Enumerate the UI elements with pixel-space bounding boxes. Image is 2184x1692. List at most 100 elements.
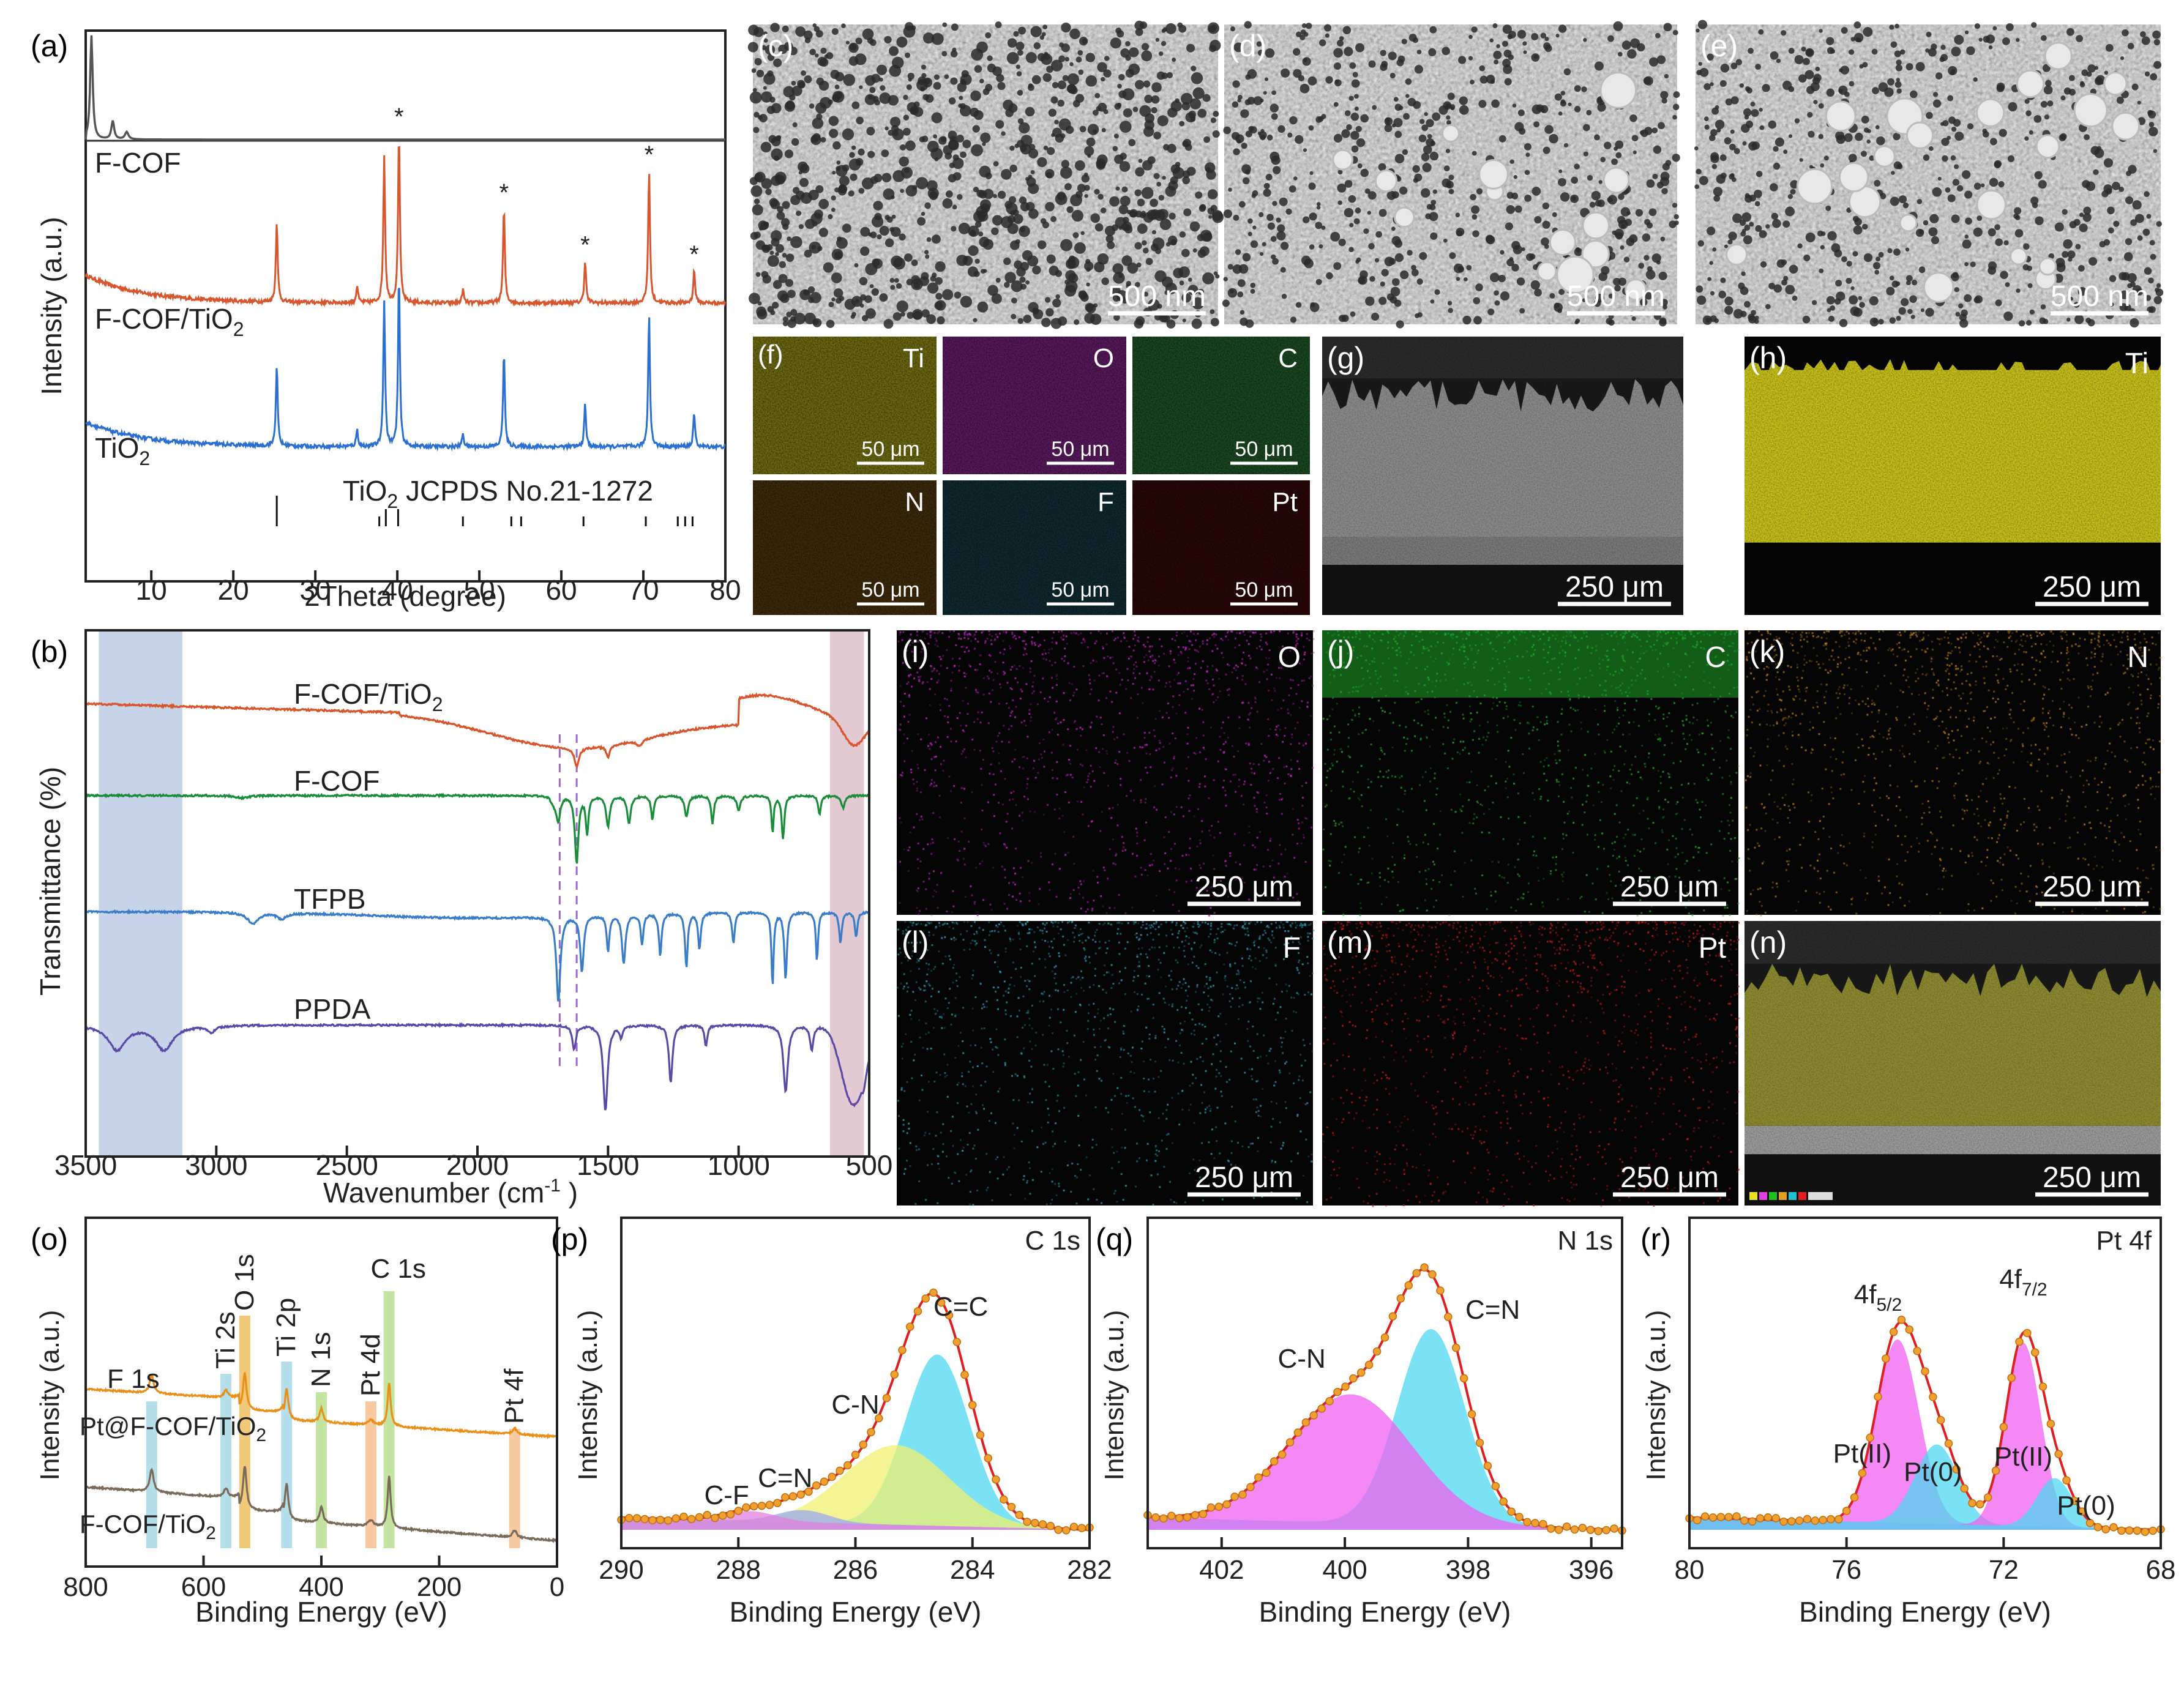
element-map-dot (932, 895, 935, 898)
element-map-dot (1407, 840, 1410, 843)
element-map-dot (1180, 806, 1183, 808)
element-map-dot (1199, 751, 1202, 753)
xrd-tick-label: 40 (382, 574, 413, 606)
sem-pore (874, 99, 881, 106)
sem-pore (2153, 149, 2158, 154)
element-map-dot (1010, 712, 1012, 714)
micrograph-map-c: 50 μmC (1132, 337, 1310, 474)
element-map-dot (1297, 900, 1300, 903)
element-label: F (1098, 487, 1114, 517)
sem-pore (1463, 277, 1468, 281)
element-map-dot (1201, 830, 1203, 833)
sem-pore (1733, 147, 1740, 155)
sem-pore (1541, 237, 1549, 246)
sem-pore (1300, 34, 1306, 40)
element-map-dot (1051, 677, 1053, 679)
element-map-dot (1123, 733, 1125, 736)
element-map-dot (963, 675, 966, 677)
sem-pore (1079, 37, 1088, 46)
sem-pore (1740, 124, 1750, 133)
sem-pore (1309, 244, 1315, 250)
element-map-dot (1120, 784, 1122, 786)
sem-pore (1368, 60, 1376, 68)
sem-pore (1042, 221, 1049, 229)
sem-pore (1094, 188, 1100, 195)
sem-pore (1878, 319, 1884, 325)
sem-pore (1549, 293, 1555, 299)
element-map-dot (1243, 803, 1245, 806)
sem-pore (1097, 253, 1109, 265)
element-map-dot (1629, 768, 1631, 770)
sem-pore (911, 275, 920, 285)
sem-pore (1262, 242, 1266, 247)
element-map-dot (1060, 636, 1063, 639)
sem-pore (1600, 157, 1606, 163)
element-map-dot (1494, 890, 1497, 893)
sem-pore (1167, 144, 1176, 154)
element-map-dot (1109, 907, 1111, 909)
sem-pore (1805, 48, 1814, 58)
sem-pore (1252, 225, 1257, 229)
ftir-tick-label: 3500 (54, 1149, 117, 1181)
sem-pore (1541, 108, 1546, 113)
element-map-dot (933, 781, 936, 784)
element-map-dot (1658, 706, 1661, 709)
element-map-dot (1507, 750, 1509, 752)
element-map-dot (1649, 910, 1651, 912)
sem-pore (865, 263, 878, 275)
element-map-dot (1255, 868, 1257, 871)
element-map-dot (1042, 677, 1044, 680)
element-map-dot (1088, 679, 1091, 681)
element-map-dot (1118, 672, 1121, 674)
sem-pore (790, 195, 801, 206)
element-map-dot (1436, 788, 1438, 790)
element-map-dot (918, 819, 921, 821)
sem-pore (1162, 27, 1167, 32)
element-map-dot (1462, 749, 1464, 751)
sem-pore (960, 296, 973, 308)
element-map-dot (1072, 889, 1075, 891)
sem-pore (879, 92, 891, 104)
element-map-dot (971, 791, 973, 794)
element-map-dot (1586, 794, 1588, 797)
element-map-dot (1283, 766, 1285, 768)
sem-pore (2131, 83, 2139, 91)
sem-pore (956, 134, 964, 143)
sem-pore (1621, 40, 1631, 50)
scale-bar-label: 500 nm (1567, 280, 1665, 313)
element-map-dot (1265, 641, 1267, 644)
element-map-dot (1031, 644, 1033, 646)
element-map-dot (1691, 704, 1694, 706)
element-map-dot (1193, 815, 1195, 818)
sem-pore (942, 198, 953, 209)
sem-pore (1713, 195, 1721, 202)
element-map-dot (899, 723, 902, 726)
sem-pore (1725, 98, 1733, 106)
sem-pore (1181, 248, 1190, 258)
element-map-dot (1155, 894, 1157, 896)
sem-pore (1168, 181, 1178, 191)
element-map-dot (1068, 759, 1071, 761)
element-map-dot (1139, 746, 1142, 748)
element-map-dot (964, 630, 967, 633)
sem-pore (1259, 252, 1264, 256)
element-map-dot (1297, 684, 1300, 686)
element-map-dot (1029, 667, 1031, 669)
element-map-dot (898, 728, 900, 731)
element-map-dot (1043, 649, 1045, 651)
element-map-dot (1557, 781, 1560, 783)
element-map-dot (1438, 881, 1441, 883)
sem-pore (1645, 269, 1656, 280)
element-map-dot (1329, 833, 1332, 835)
element-map-dot (1268, 690, 1270, 692)
element-map-dot (1090, 821, 1093, 823)
element-map-dot (1306, 701, 1309, 704)
element-map-dot (1588, 911, 1590, 913)
sem-pore (776, 211, 785, 220)
element-map-dot (1275, 733, 1277, 736)
element-map-dot (1505, 761, 1507, 763)
sem-pore (785, 278, 794, 287)
element-map-dot (1515, 909, 1517, 912)
element-map-dot (1358, 715, 1360, 718)
sem-pore (1263, 182, 1270, 190)
